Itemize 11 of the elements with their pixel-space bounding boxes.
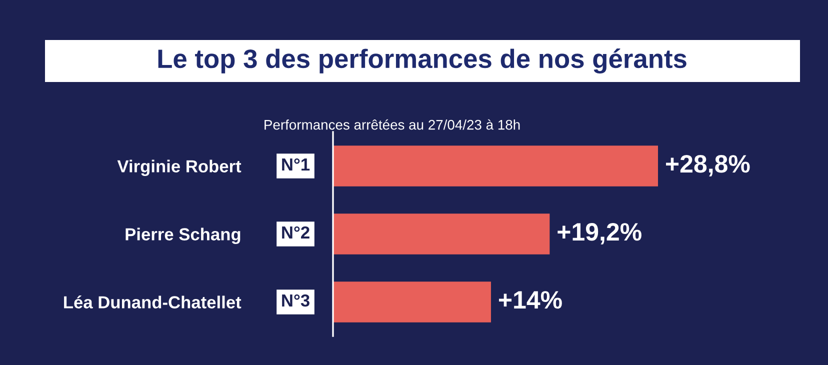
y-tick-label: Pierre Schang bbox=[126, 228, 240, 244]
data-label: +14% bbox=[498, 291, 562, 309]
y-tick-label: Virginie Robert bbox=[117, 160, 242, 176]
text: N°2 bbox=[282, 226, 310, 238]
text: N°3 bbox=[282, 294, 310, 307]
chart-title: Le top 3 des performances de nos gérants bbox=[158, 48, 686, 74]
data-label: +19,2% bbox=[558, 223, 642, 244]
chart-subtitle: Performances arrêtées au 27/04/23 à 18h bbox=[264, 119, 520, 130]
text: N°1 bbox=[282, 158, 310, 170]
data-label: +28,8% bbox=[666, 155, 750, 176]
y-tick-label: Léa Dunand-Chatellet bbox=[64, 296, 242, 308]
